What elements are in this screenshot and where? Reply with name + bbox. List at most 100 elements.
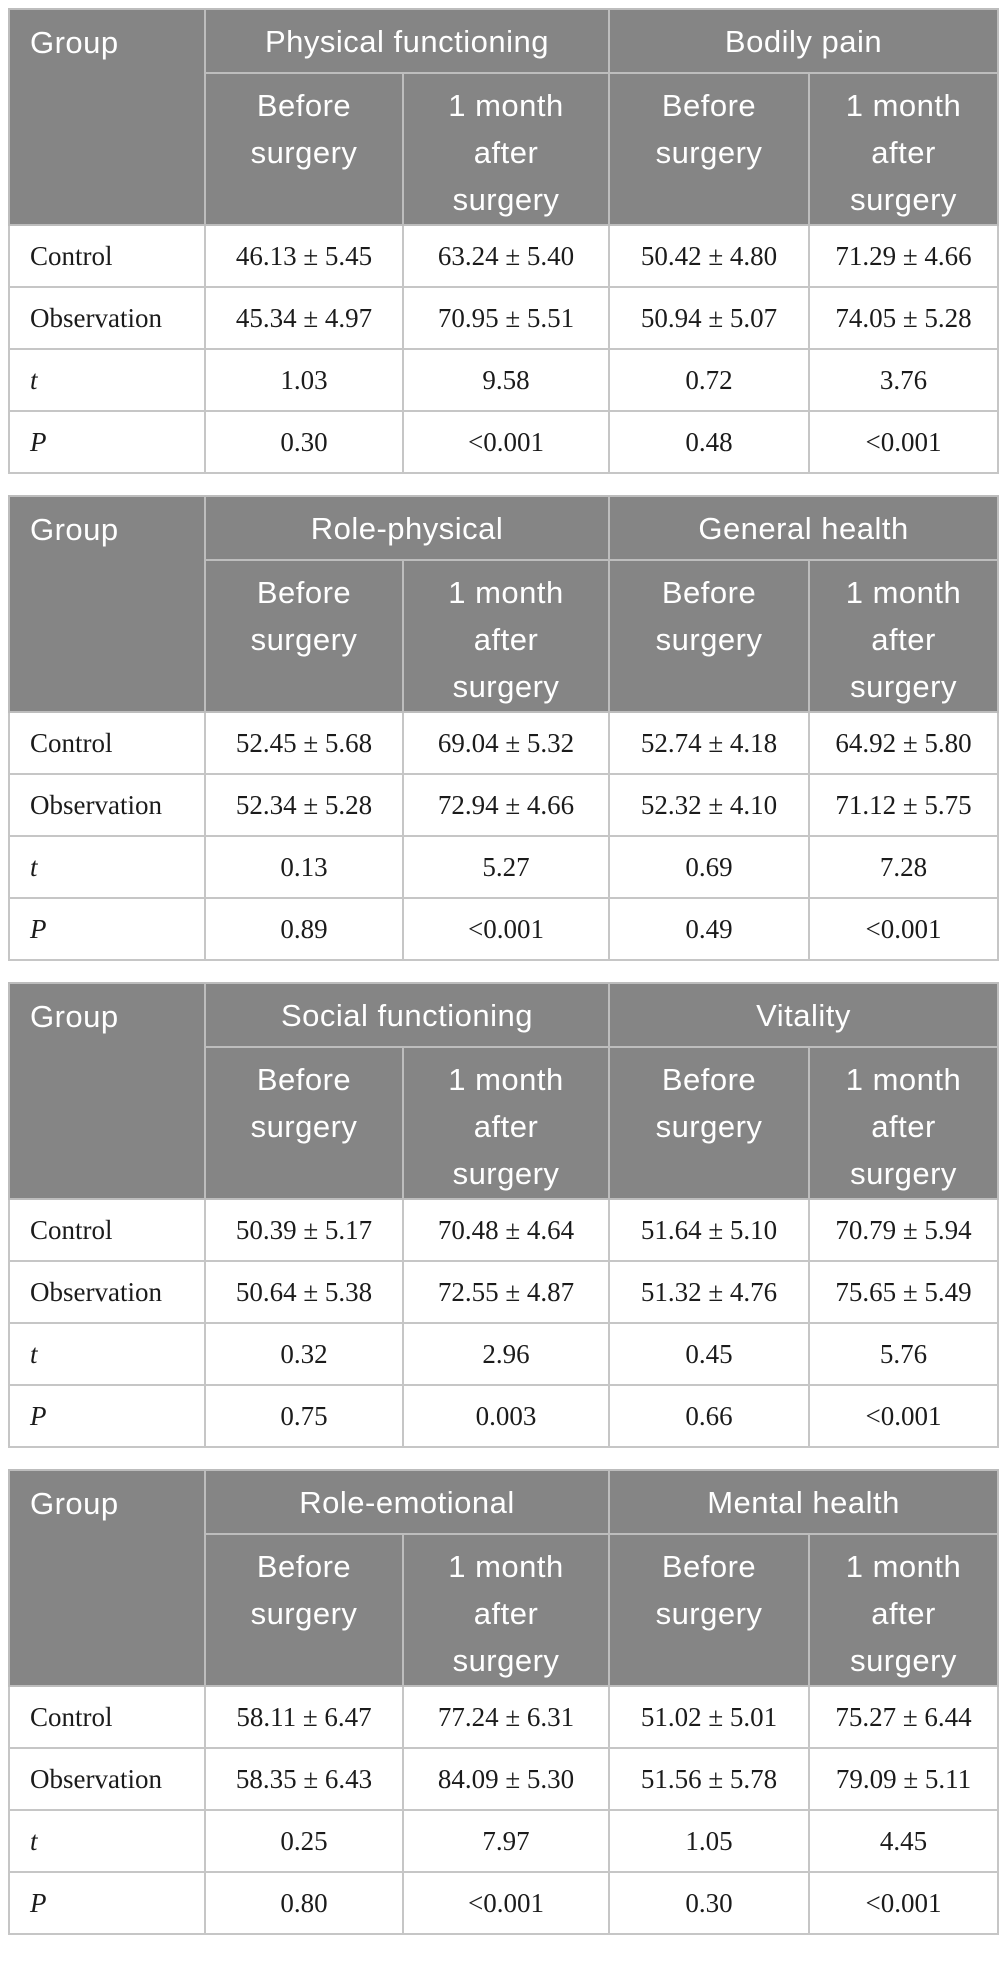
value-cell: 45.34 ± 4.97 xyxy=(204,286,404,350)
subheader-before-surgery-1: Before surgery xyxy=(204,72,404,226)
table-row-p: P 0.75 0.003 0.66 <0.001 xyxy=(8,1384,999,1448)
row-label: P xyxy=(8,897,206,961)
row-label: Observation xyxy=(8,1260,206,1324)
value-cell: 7.97 xyxy=(402,1809,610,1873)
value-cell: 72.55 ± 4.87 xyxy=(402,1260,610,1324)
category-header-row: Group Social functioning Vitality xyxy=(8,982,999,1200)
value-cell: <0.001 xyxy=(401,897,611,961)
results-table-4: Group Role-emotional Mental health Befor… xyxy=(8,1469,999,1935)
value-cell: 4.45 xyxy=(808,1809,999,1873)
category-header-2: Bodily pain xyxy=(608,8,999,74)
value-cell: 9.58 xyxy=(402,348,610,412)
table-row-t: t 0.13 5.27 0.69 7.28 xyxy=(8,835,1000,899)
row-label: t xyxy=(8,1322,206,1386)
table-body: Control 46.13 ± 5.45 63.24 ± 5.40 50.42 ± 4… xyxy=(8,224,999,474)
value-cell: 50.42 ± 4.80 xyxy=(608,224,810,288)
value-cell: 70.48 ± 4.64 xyxy=(402,1198,610,1262)
group-column-header: Group xyxy=(8,982,206,1200)
value-cell: 75.27 ± 6.44 xyxy=(808,1685,999,1749)
value-cell: 0.003 xyxy=(402,1384,610,1448)
value-cell: 0.69 xyxy=(608,835,811,899)
value-cell: 0.13 xyxy=(204,835,404,899)
table-row-observation: Observation 58.35 ± 6.43 84.09 ± 5.30 51.56… xyxy=(8,1747,999,1811)
value-cell: 70.95 ± 5.51 xyxy=(402,286,610,350)
value-cell: 63.24 ± 5.40 xyxy=(402,224,610,288)
table-row-control: Control 46.13 ± 5.45 63.24 ± 5.40 50.42 ± 4… xyxy=(8,224,999,288)
subheader-before-surgery-2: Before surgery xyxy=(608,72,810,226)
value-cell: 52.32 ± 4.10 xyxy=(608,773,811,837)
category-header-row: Group Physical functioning Bodily pain xyxy=(8,8,999,226)
table-header: Group Role-emotional Mental health Befor… xyxy=(8,1469,999,1687)
subheader-after-surgery-2: 1 month after surgery xyxy=(808,72,999,226)
results-table-3: Group Social functioning Vitality Before… xyxy=(8,982,999,1448)
value-cell: 1.03 xyxy=(204,348,404,412)
tables-container: Group Physical functioning Bodily pain B… xyxy=(8,8,1000,1935)
value-cell: 77.24 ± 6.31 xyxy=(402,1685,610,1749)
row-label: t xyxy=(8,835,206,899)
value-cell: 0.72 xyxy=(608,348,810,412)
subheader-before-surgery-1: Before surgery xyxy=(204,1046,404,1200)
subheader-after-surgery-2: 1 month after surgery xyxy=(808,1533,999,1687)
value-cell: 84.09 ± 5.30 xyxy=(402,1747,610,1811)
value-cell: 74.05 ± 5.28 xyxy=(808,286,999,350)
value-cell: 51.64 ± 5.10 xyxy=(608,1198,810,1262)
table-header: Group Role-physical General health Befor… xyxy=(8,495,1000,713)
subheader-row: Before surgery 1 month after surgery Bef… xyxy=(9,559,1000,713)
value-cell: 71.29 ± 4.66 xyxy=(808,224,999,288)
category-header-1: Role-emotional xyxy=(204,1469,610,1535)
value-cell: 51.02 ± 5.01 xyxy=(608,1685,810,1749)
value-cell: 0.66 xyxy=(608,1384,810,1448)
value-cell: 0.25 xyxy=(204,1809,404,1873)
value-cell: <0.001 xyxy=(808,1384,999,1448)
group-column-header: Group xyxy=(8,1469,206,1687)
value-cell: <0.001 xyxy=(808,410,999,474)
category-header-1: Physical functioning xyxy=(204,8,610,74)
subheader-before-surgery-1: Before surgery xyxy=(204,1533,404,1687)
table-row-p: P 0.89 <0.001 0.49 <0.001 xyxy=(8,897,1000,961)
value-cell: 5.27 xyxy=(401,835,611,899)
table-row-observation: Observation 52.34 ± 5.28 72.94 ± 4.66 52.32… xyxy=(8,773,1000,837)
subheader-before-surgery-1: Before surgery xyxy=(204,559,404,713)
subheader-row: Before surgery 1 month after surgery Bef… xyxy=(9,1533,999,1687)
value-cell: 2.96 xyxy=(402,1322,610,1386)
value-cell: 75.65 ± 5.49 xyxy=(808,1260,999,1324)
value-cell: 7.28 xyxy=(808,835,1000,899)
row-label: Control xyxy=(8,1685,206,1749)
category-header-1: Social functioning xyxy=(204,982,610,1048)
value-cell: 0.75 xyxy=(204,1384,404,1448)
table-row-control: Control 50.39 ± 5.17 70.48 ± 4.64 51.64 ± 5… xyxy=(8,1198,999,1262)
value-cell: 0.80 xyxy=(204,1871,404,1935)
group-column-header: Group xyxy=(8,8,206,226)
subheader-row: Before surgery 1 month after surgery Bef… xyxy=(9,72,999,226)
table-body: Control 58.11 ± 6.47 77.24 ± 6.31 51.02 ± 5… xyxy=(8,1685,999,1935)
table-row-observation: Observation 50.64 ± 5.38 72.55 ± 4.87 51.32… xyxy=(8,1260,999,1324)
value-cell: 1.05 xyxy=(608,1809,810,1873)
table-row-p: P 0.80 <0.001 0.30 <0.001 xyxy=(8,1871,999,1935)
row-label: t xyxy=(8,348,206,412)
value-cell: <0.001 xyxy=(808,897,1000,961)
row-label: Control xyxy=(8,224,206,288)
category-header-row: Group Role-emotional Mental health xyxy=(8,1469,999,1687)
row-label: Control xyxy=(8,1198,206,1262)
value-cell: 64.92 ± 5.80 xyxy=(808,711,1000,775)
value-cell: 69.04 ± 5.32 xyxy=(401,711,611,775)
table-row-p: P 0.30 <0.001 0.48 <0.001 xyxy=(8,410,999,474)
value-cell: 0.30 xyxy=(608,1871,810,1935)
value-cell: 5.76 xyxy=(808,1322,999,1386)
value-cell: 51.56 ± 5.78 xyxy=(608,1747,810,1811)
value-cell: <0.001 xyxy=(402,410,610,474)
subheader-row: Before surgery 1 month after surgery Bef… xyxy=(9,1046,999,1200)
row-label: P xyxy=(8,410,206,474)
value-cell: 50.39 ± 5.17 xyxy=(204,1198,404,1262)
subheader-after-surgery-1: 1 month after surgery xyxy=(401,559,611,713)
table-body: Control 52.45 ± 5.68 69.04 ± 5.32 52.74 ± 4… xyxy=(8,711,1000,961)
value-cell: 71.12 ± 5.75 xyxy=(808,773,1000,837)
value-cell: 58.11 ± 6.47 xyxy=(204,1685,404,1749)
results-table-2: Group Role-physical General health Befor… xyxy=(8,495,1000,961)
value-cell: 0.48 xyxy=(608,410,810,474)
value-cell: 0.89 xyxy=(204,897,404,961)
value-cell: 0.30 xyxy=(204,410,404,474)
value-cell: 46.13 ± 5.45 xyxy=(204,224,404,288)
results-table-1: Group Physical functioning Bodily pain B… xyxy=(8,8,999,474)
table-row-t: t 1.03 9.58 0.72 3.76 xyxy=(8,348,999,412)
